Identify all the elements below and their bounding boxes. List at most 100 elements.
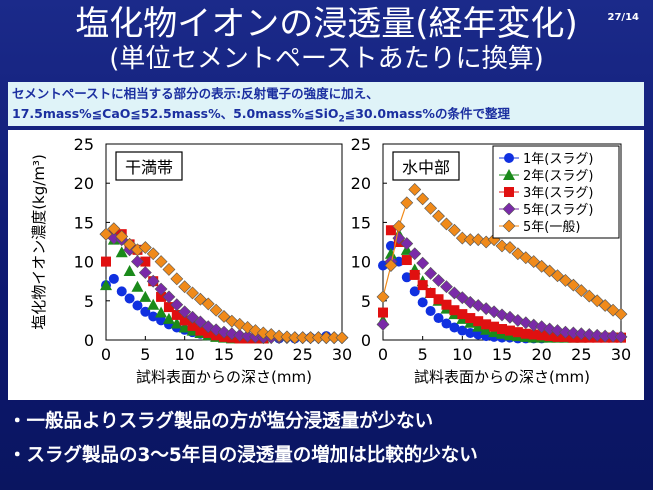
data-point: [433, 313, 444, 324]
charts-svg: 0 5 10 15 20 25 0 5 10 15 20 25 30 試料表面からの深さ(mm) 塩化物イオ…: [30, 135, 632, 386]
panel-label-box: [392, 151, 460, 181]
data-point: [520, 328, 531, 339]
data-point: [512, 327, 523, 338]
data-point: [131, 280, 144, 292]
x-tick-label: 30: [611, 345, 631, 364]
data-point: [376, 317, 390, 331]
data-point: [170, 298, 184, 312]
data-point: [163, 302, 174, 313]
data-point: [162, 290, 176, 304]
data-point: [384, 247, 397, 259]
data-point: [195, 325, 206, 336]
legend-label: 2年(スラグ): [523, 169, 593, 184]
data-point: [124, 293, 135, 304]
data-point: [440, 280, 453, 294]
data-point: [440, 217, 453, 231]
data-point: [424, 266, 438, 280]
data-point: [582, 328, 596, 341]
data-point: [455, 291, 469, 305]
data-point: [614, 307, 628, 321]
chart-panel-2: 0 5 10 15 20 25 0 5 10 15 20 25 30 試料表面からの深さ(mm) 水中部 1年…: [351, 135, 632, 386]
x-axis-label: 試料表面からの深さ(mm): [414, 368, 590, 386]
note-line-2b: ≦30.0mass%の条件で整理: [344, 106, 510, 121]
data-point: [425, 287, 436, 298]
x-tick-label: 30: [332, 345, 352, 364]
y-axis-label: 塩化物イオン濃度(kg/m³): [30, 154, 48, 330]
x-tick-label: 15: [214, 345, 234, 364]
slide-subtitle: (単位セメントペーストあたりに換算): [109, 44, 544, 74]
data-point: [335, 331, 349, 345]
legend-label: 5年(スラグ): [523, 203, 593, 218]
data-point: [385, 225, 396, 236]
data-point: [582, 289, 596, 303]
data-point: [139, 290, 152, 302]
y-tick-label: 10: [74, 253, 94, 272]
x-tick-label: 20: [531, 345, 551, 364]
data-point: [409, 286, 420, 297]
data-point: [393, 256, 404, 267]
condition-note: セメントペーストに相当する部分の表示:反射電子の強度に加え、 17.5mass%…: [8, 82, 644, 126]
data-point: [559, 273, 572, 287]
data-point: [138, 241, 152, 254]
data-point: [99, 227, 113, 241]
series-line: [382, 202, 408, 298]
data-point: [449, 322, 460, 333]
data-point: [378, 260, 388, 271]
data-point: [465, 327, 476, 338]
data-point: [131, 255, 144, 269]
legend-label: 1年(スラグ): [523, 152, 593, 167]
data-point: [132, 300, 143, 311]
data-point: [551, 269, 564, 283]
data-point: [614, 330, 628, 344]
data-point: [193, 292, 207, 306]
data-point: [378, 307, 388, 318]
data-point: [178, 305, 192, 319]
data-point: [384, 259, 398, 272]
y-tick-label: 15: [351, 213, 371, 232]
data-point: [417, 280, 428, 291]
bullet-list: ・一般品よりスラグ製品の方が塩分浸透量が少ない ・スラグ製品の3〜5年目の浸透量…: [8, 403, 644, 477]
series-4: [99, 227, 349, 345]
data-point: [441, 318, 452, 329]
x-tick-label: 0: [101, 345, 111, 364]
data-point: [457, 309, 468, 320]
data-point: [425, 305, 436, 316]
data-point: [566, 326, 580, 340]
x-tick-label: 15: [492, 345, 512, 364]
data-point: [186, 286, 199, 300]
data-point: [417, 297, 428, 308]
data-point: [101, 256, 111, 267]
data-point: [217, 310, 231, 323]
data-point: [400, 237, 414, 250]
y-tick-label: 15: [74, 213, 94, 232]
data-point: [170, 272, 184, 286]
data-point: [432, 273, 445, 287]
data-point: [178, 280, 192, 294]
data-point: [424, 201, 438, 215]
data-point: [527, 255, 541, 269]
data-point: [416, 256, 430, 270]
page-number: 27/14: [607, 12, 639, 23]
data-point: [241, 329, 255, 343]
data-point: [598, 299, 612, 312]
data-point: [504, 153, 514, 163]
note-line-2-sub: 2: [338, 114, 345, 125]
data-point: [201, 297, 215, 311]
y-tick-label: 5: [84, 292, 94, 311]
data-point: [170, 317, 183, 329]
data-point: [154, 255, 168, 269]
slide-title: 塩化物イオンの浸透量(経年変化): [75, 4, 578, 44]
note-line-2: 17.5mass%≦CaO≦52.5mass%、5.0mass%≦SiO2≦30…: [12, 104, 640, 130]
y-tick-label: 0: [84, 331, 94, 350]
data-point: [100, 279, 112, 291]
data-point: [123, 237, 137, 251]
data-point: [400, 196, 414, 210]
data-point: [447, 286, 461, 300]
legend-label: 5年(一般): [523, 219, 580, 235]
data-point: [559, 325, 572, 339]
data-point: [179, 315, 190, 326]
chart-area: 0 5 10 15 20 25 0 5 10 15 20 25 30 試料表面からの深さ(mm) 塩化物イオ…: [8, 130, 644, 400]
y-tick-label: 20: [351, 174, 371, 193]
data-point: [590, 328, 604, 342]
